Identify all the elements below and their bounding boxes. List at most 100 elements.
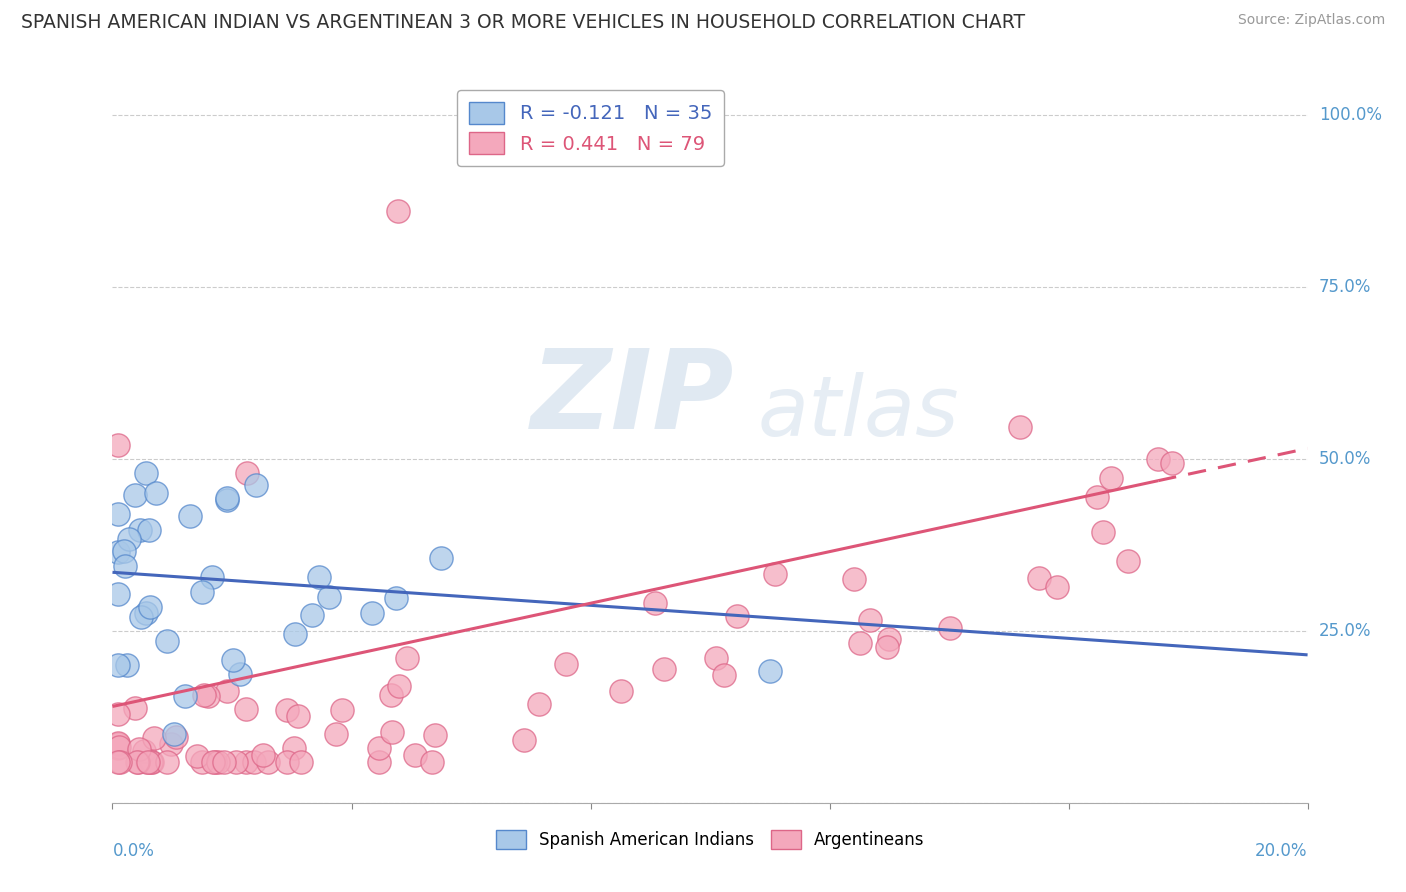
Argentineans bbox=[143, 731, 166, 745]
Spanish American Indians bbox=[114, 558, 136, 573]
Spanish American Indians bbox=[124, 488, 146, 502]
Argentineans bbox=[876, 640, 898, 654]
Argentineans bbox=[236, 466, 259, 480]
Spanish American Indians bbox=[217, 493, 239, 508]
Spanish American Indians bbox=[201, 570, 224, 584]
Argentineans bbox=[107, 438, 129, 452]
Argentineans bbox=[217, 684, 239, 698]
Argentineans bbox=[610, 684, 633, 698]
Argentineans bbox=[849, 636, 872, 650]
Argentineans bbox=[879, 632, 901, 646]
Argentineans bbox=[1099, 471, 1122, 485]
Argentineans bbox=[128, 741, 150, 756]
Text: atlas: atlas bbox=[758, 372, 959, 453]
Argentineans bbox=[141, 755, 163, 769]
Argentineans bbox=[193, 689, 215, 703]
Text: ZIP: ZIP bbox=[530, 344, 734, 451]
Argentineans bbox=[165, 730, 187, 744]
Text: 20.0%: 20.0% bbox=[1256, 842, 1308, 860]
Argentineans bbox=[108, 755, 131, 769]
Argentineans bbox=[842, 573, 865, 587]
Spanish American Indians bbox=[145, 486, 167, 500]
Argentineans bbox=[235, 755, 257, 769]
Argentineans bbox=[423, 728, 446, 742]
Spanish American Indians bbox=[217, 491, 239, 506]
Argentineans bbox=[939, 621, 962, 635]
Argentineans bbox=[1028, 571, 1050, 585]
Argentineans bbox=[1161, 456, 1184, 470]
Argentineans bbox=[704, 651, 727, 665]
Spanish American Indians bbox=[112, 544, 135, 558]
Legend: Spanish American Indians, Argentineans: Spanish American Indians, Argentineans bbox=[489, 823, 931, 856]
Spanish American Indians bbox=[308, 570, 330, 584]
Argentineans bbox=[252, 747, 274, 762]
Spanish American Indians bbox=[117, 658, 139, 673]
Spanish American Indians bbox=[301, 607, 323, 622]
Spanish American Indians bbox=[107, 545, 129, 559]
Argentineans bbox=[1091, 525, 1114, 540]
Argentineans bbox=[107, 755, 129, 769]
Spanish American Indians bbox=[135, 466, 157, 480]
Argentineans bbox=[257, 755, 280, 769]
Argentineans bbox=[190, 755, 212, 769]
Spanish American Indians bbox=[163, 727, 186, 741]
Argentineans bbox=[290, 755, 312, 769]
Spanish American Indians bbox=[361, 607, 384, 621]
Spanish American Indians bbox=[229, 667, 252, 681]
Argentineans bbox=[127, 755, 149, 769]
Argentineans bbox=[107, 707, 129, 722]
Argentineans bbox=[527, 698, 550, 712]
Argentineans bbox=[225, 755, 247, 769]
Argentineans bbox=[368, 755, 391, 769]
Argentineans bbox=[652, 662, 675, 676]
Argentineans bbox=[235, 702, 257, 716]
Argentineans bbox=[276, 755, 298, 769]
Argentineans bbox=[1118, 554, 1140, 568]
Spanish American Indians bbox=[222, 653, 245, 667]
Spanish American Indians bbox=[129, 523, 152, 537]
Argentineans bbox=[380, 688, 402, 702]
Spanish American Indians bbox=[173, 689, 195, 703]
Spanish American Indians bbox=[284, 627, 307, 641]
Spanish American Indians bbox=[135, 606, 157, 620]
Spanish American Indians bbox=[129, 609, 152, 624]
Text: 50.0%: 50.0% bbox=[1319, 450, 1371, 467]
Argentineans bbox=[107, 739, 129, 754]
Argentineans bbox=[513, 732, 536, 747]
Argentineans bbox=[325, 727, 347, 741]
Argentineans bbox=[1147, 451, 1170, 466]
Spanish American Indians bbox=[139, 599, 162, 614]
Argentineans bbox=[725, 608, 748, 623]
Argentineans bbox=[1046, 580, 1069, 594]
Argentineans bbox=[381, 725, 404, 739]
Argentineans bbox=[212, 755, 235, 769]
Argentineans bbox=[1010, 419, 1032, 434]
Argentineans bbox=[387, 204, 409, 219]
Spanish American Indians bbox=[430, 550, 453, 565]
Argentineans bbox=[204, 755, 226, 769]
Argentineans bbox=[136, 755, 159, 769]
Spanish American Indians bbox=[107, 587, 129, 601]
Argentineans bbox=[156, 755, 179, 769]
Argentineans bbox=[388, 679, 411, 693]
Argentineans bbox=[276, 703, 298, 717]
Argentineans bbox=[136, 755, 159, 769]
Argentineans bbox=[139, 755, 162, 769]
Argentineans bbox=[243, 755, 266, 769]
Text: 100.0%: 100.0% bbox=[1319, 105, 1382, 124]
Text: SPANISH AMERICAN INDIAN VS ARGENTINEAN 3 OR MORE VEHICLES IN HOUSEHOLD CORRELATI: SPANISH AMERICAN INDIAN VS ARGENTINEAN 3… bbox=[21, 13, 1025, 32]
Text: 25.0%: 25.0% bbox=[1319, 622, 1371, 640]
Argentineans bbox=[124, 700, 146, 714]
Argentineans bbox=[207, 755, 229, 769]
Argentineans bbox=[186, 749, 208, 764]
Argentineans bbox=[330, 703, 353, 717]
Text: 75.0%: 75.0% bbox=[1319, 277, 1371, 296]
Spanish American Indians bbox=[245, 478, 267, 492]
Argentineans bbox=[555, 657, 578, 672]
Spanish American Indians bbox=[191, 585, 214, 599]
Argentineans bbox=[1085, 490, 1108, 504]
Argentineans bbox=[420, 755, 443, 769]
Argentineans bbox=[107, 736, 129, 750]
Spanish American Indians bbox=[107, 657, 129, 672]
Spanish American Indians bbox=[107, 507, 129, 521]
